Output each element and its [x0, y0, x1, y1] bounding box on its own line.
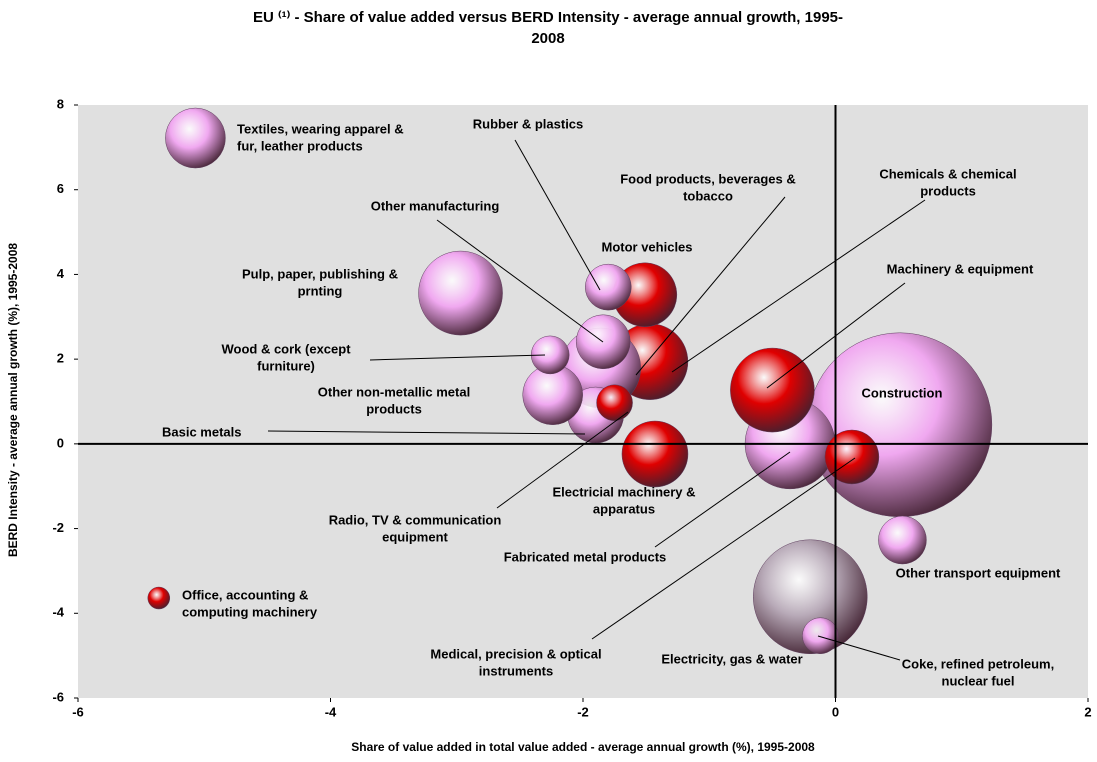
bubble [753, 539, 868, 655]
bubble-label: Wood & cork (except [221, 341, 351, 356]
bubble-label: apparatus [593, 501, 655, 516]
chart-title: EU ⁽¹⁾ - Share of value added versus BER… [253, 9, 843, 26]
bubble-label: fur, leather products [237, 138, 363, 153]
bubbles [147, 107, 993, 655]
bubble-label: Office, accounting & [182, 587, 308, 602]
bubble-label: Other transport equipment [896, 565, 1061, 580]
leader-line [654, 451, 791, 548]
bubble-label: Radio, TV & communication [329, 512, 502, 527]
bubble-label: computing machinery [182, 604, 318, 619]
bubble [585, 263, 632, 311]
y-tick-label: 6 [57, 181, 64, 196]
bubble-label: Machinery & equipment [887, 261, 1034, 276]
bubble-label: Electricity, gas & water [661, 651, 802, 666]
bubble [147, 586, 171, 610]
bubble-label: furniture) [257, 358, 315, 373]
labels: Construction Electricity, gas & water Fabr… [162, 116, 1061, 688]
leader-line [635, 196, 786, 376]
bubble-label: Food products, beverages & [620, 171, 796, 186]
bubble [418, 250, 503, 336]
leader-line [671, 199, 926, 373]
bubble-label: nuclear fuel [942, 673, 1015, 688]
bubble [878, 515, 927, 565]
leader-line [369, 354, 546, 361]
bubble-label: Other manufacturing [371, 198, 500, 213]
x-tick-label: 0 [832, 704, 839, 719]
bubble [621, 420, 689, 488]
leader-line [817, 635, 901, 661]
bubble-label: Chemicals & chemical [879, 166, 1016, 181]
leader-line [267, 430, 586, 435]
bubble-label: Motor vehicles [601, 239, 692, 254]
bubble-label: Construction [862, 385, 943, 400]
bubble-label: prnting [298, 283, 343, 298]
y-tick-label: 2 [57, 351, 64, 366]
bubble-label: tobacco [683, 188, 733, 203]
bubble-label: equipment [382, 529, 448, 544]
bubble-label: Fabricated metal products [504, 549, 667, 564]
bubble [824, 429, 880, 485]
y-tick-label: 0 [57, 435, 64, 450]
x-tick-label: -4 [325, 704, 337, 719]
y-tick-label: 8 [57, 96, 64, 111]
bubble [165, 107, 226, 169]
y-tick-label: 4 [57, 266, 65, 281]
bubble-label: products [366, 401, 422, 416]
bubble-label: products [920, 183, 976, 198]
bubble-label: Basic metals [162, 424, 242, 439]
y-tick-label: -6 [52, 689, 64, 704]
bubble [596, 384, 633, 422]
bubble-label: Medical, precision & optical [430, 646, 601, 661]
bubble [730, 347, 815, 433]
bubble-label: instruments [479, 663, 553, 678]
leader-line [436, 219, 604, 343]
x-tick-label: -2 [577, 704, 589, 719]
chart-title: 2008 [531, 30, 564, 47]
x-axis-label: Share of value added in total value adde… [351, 740, 815, 754]
leader-line [496, 411, 629, 509]
x-tick-label: 2 [1084, 704, 1091, 719]
bubble-label: Electricial machinery & [552, 484, 695, 499]
bubble [575, 314, 631, 370]
x-tick-label: -6 [72, 704, 84, 719]
leader-line [514, 139, 601, 291]
leader-line [591, 457, 856, 640]
y-tick-label: -2 [52, 520, 64, 535]
bubble-label: Rubber & plastics [473, 116, 584, 131]
bubble [802, 617, 839, 654]
y-tick-label: -4 [52, 605, 64, 620]
bubble-label: Pulp, paper, publishing & [242, 266, 398, 281]
y-axis-label: BERD Intensity - average annual growth (… [6, 243, 20, 557]
bubble-label: Textiles, wearing apparel & [237, 121, 404, 136]
bubble-label: Other non-metallic metal [318, 384, 470, 399]
bubble-label: Coke, refined petroleum, [902, 656, 1054, 671]
